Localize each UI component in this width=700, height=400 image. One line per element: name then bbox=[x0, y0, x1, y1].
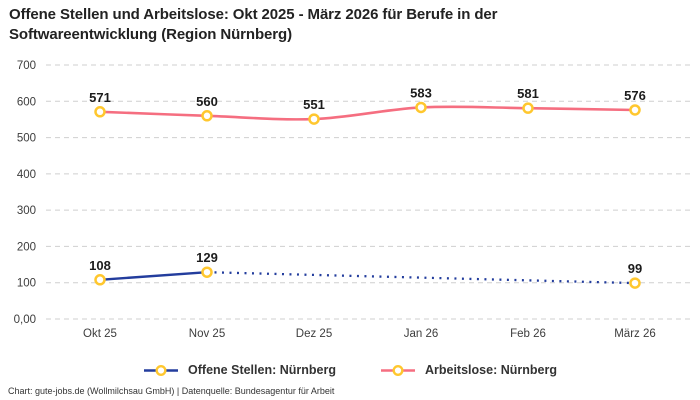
data-point-label: 560 bbox=[196, 94, 218, 109]
legend-item-offene-stellen[interactable]: Offene Stellen: Nürnberg bbox=[143, 363, 336, 378]
data-point-marker[interactable] bbox=[94, 106, 106, 118]
data-point-label: 108 bbox=[89, 258, 111, 273]
data-point-label: 583 bbox=[410, 85, 432, 100]
series-line-arbeitslose bbox=[99, 105, 636, 121]
legend-item-arbeitslose[interactable]: Arbeitslose: Nürnberg bbox=[380, 363, 557, 378]
line-marker-swatch-icon bbox=[144, 364, 179, 376]
line-marker-swatch-icon bbox=[380, 364, 415, 376]
y-tick-label: 700 bbox=[17, 60, 36, 72]
data-point-marker[interactable] bbox=[201, 266, 213, 278]
data-point-marker[interactable] bbox=[415, 101, 427, 114]
x-tick-label: Jan 26 bbox=[404, 328, 439, 340]
y-tick-label: 0,00 bbox=[14, 314, 36, 326]
data-point-marker[interactable] bbox=[94, 274, 106, 286]
data-point-label: 551 bbox=[303, 97, 325, 112]
y-tick-label: 400 bbox=[17, 169, 36, 181]
data-point-marker[interactable] bbox=[308, 113, 320, 125]
x-tick-label: Nov 25 bbox=[189, 328, 225, 340]
data-point-marker[interactable] bbox=[522, 102, 534, 114]
data-point-label: 99 bbox=[628, 261, 642, 276]
x-tick-label: Okt 25 bbox=[83, 328, 117, 340]
y-tick-label: 100 bbox=[17, 278, 36, 290]
x-tick-label: Dez 25 bbox=[296, 328, 332, 340]
legend: Offene Stellen: Nürnberg Arbeitslose: Nü… bbox=[0, 359, 700, 381]
series-line-offene-stellen-projection bbox=[206, 271, 636, 285]
data-point-marker[interactable] bbox=[629, 277, 641, 289]
y-tick-label: 600 bbox=[17, 96, 36, 108]
y-tick-label: 500 bbox=[17, 133, 36, 145]
x-tick-label: März 26 bbox=[614, 328, 656, 340]
data-point-label: 129 bbox=[196, 250, 218, 265]
y-tick-label: 300 bbox=[17, 205, 36, 217]
data-point-label: 571 bbox=[89, 90, 111, 105]
legend-label: Offene Stellen: Nürnberg bbox=[188, 363, 336, 377]
attribution-text: Chart: gute-jobs.de (Wollmilchsau GmbH) … bbox=[8, 386, 335, 396]
data-point-marker[interactable] bbox=[629, 104, 641, 116]
y-tick-label: 200 bbox=[17, 241, 36, 253]
chart-title: Offene Stellen und Arbeitslose: Okt 2025… bbox=[9, 6, 498, 43]
data-point-marker[interactable] bbox=[201, 110, 213, 122]
data-point-label: 581 bbox=[517, 86, 539, 101]
x-tick-label: Feb 26 bbox=[510, 328, 546, 340]
data-point-label: 576 bbox=[624, 88, 646, 103]
legend-label: Arbeitslose: Nürnberg bbox=[424, 363, 557, 377]
series-line-offene-stellen bbox=[99, 270, 208, 282]
